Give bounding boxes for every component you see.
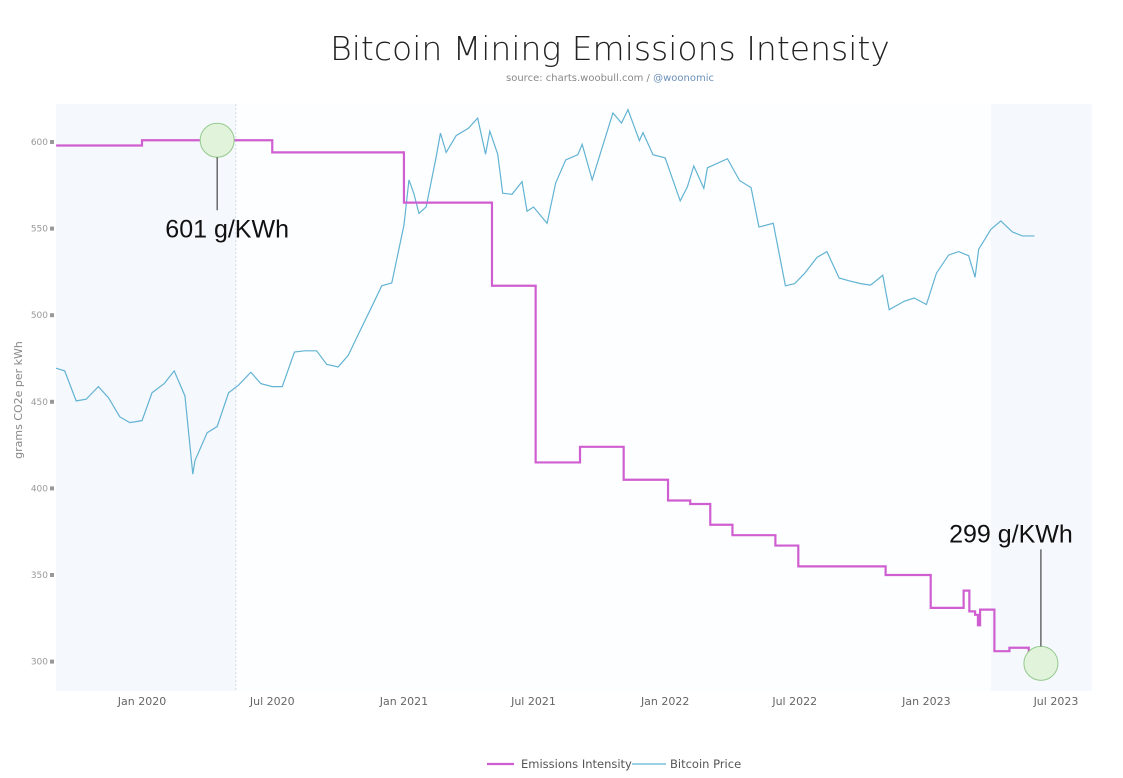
y-tick-mark — [50, 659, 54, 664]
x-tick-label: Jan 2022 — [640, 695, 689, 708]
annotation-label: 299 g/KWh — [949, 520, 1073, 548]
annotation-label: 601 g/KWh — [165, 215, 289, 243]
series-bitcoin-price-line — [55, 108, 1035, 475]
source-text: source: charts.woobull.com / — [506, 73, 653, 84]
y-axis-label: grams CO2e per kWh — [12, 341, 25, 459]
legend-label: Bitcoin Price — [670, 757, 741, 771]
y-tick-label: 450 — [31, 398, 48, 408]
y-tick-label: 300 — [31, 658, 48, 668]
x-tick-label: Jul 2021 — [510, 695, 556, 708]
y-tick-mark — [50, 486, 54, 491]
y-tick-label: 550 — [31, 225, 48, 235]
series-emissions-intensity-line — [56, 139, 1035, 665]
x-tick-label: Jul 2022 — [771, 695, 817, 708]
chart-title: Bitcoin Mining Emissions Intensity — [330, 29, 890, 68]
y-tick-mark — [50, 399, 54, 404]
x-tick-label: Jan 2023 — [901, 695, 950, 708]
x-tick-label: Jul 2020 — [249, 695, 295, 708]
legend-label: Emissions Intensity — [521, 757, 632, 771]
chart-subtitle: source: charts.woobull.com / @woonomic — [506, 73, 714, 84]
y-tick-mark — [50, 140, 54, 144]
source-link[interactable]: @woonomic — [653, 73, 714, 84]
x-tick-label: Jul 2023 — [1033, 695, 1079, 708]
legend-item-bitcoin-price[interactable]: Bitcoin Price — [632, 757, 741, 771]
y-tick-mark — [50, 313, 54, 318]
x-tick-label: Jan 2020 — [117, 695, 166, 708]
y-tick-label: 500 — [31, 311, 48, 321]
y-tick-label: 600 — [31, 138, 48, 148]
y-tick-label: 350 — [31, 571, 48, 581]
annotation-marker — [199, 122, 235, 158]
legend: Emissions Intensity Bitcoin Price — [487, 757, 741, 771]
y-tick-label: 400 — [31, 484, 48, 494]
legend-item-emissions-intensity[interactable]: Emissions Intensity — [487, 757, 632, 771]
y-tick-mark — [50, 226, 54, 231]
y-tick-mark — [50, 573, 54, 577]
plot-band — [56, 104, 236, 691]
x-tick-label: Jan 2021 — [379, 695, 428, 708]
annotation-marker — [1023, 645, 1059, 681]
